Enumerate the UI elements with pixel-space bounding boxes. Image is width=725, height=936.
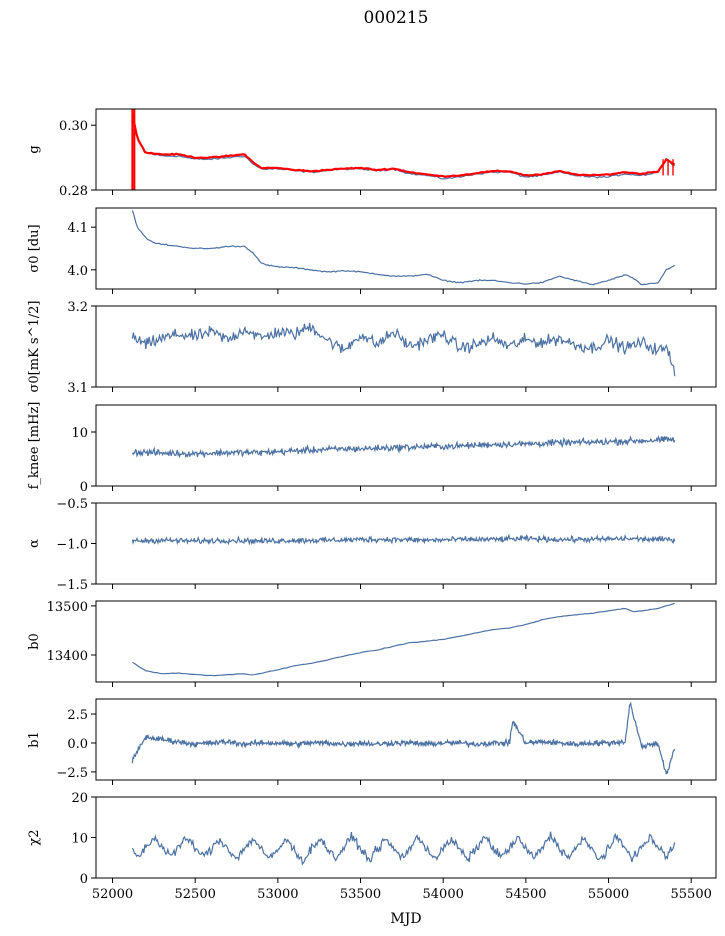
y-tick-label-1-1: 0.30 <box>59 119 88 134</box>
axes-frame-3 <box>95 305 717 388</box>
data-line-7 <box>131 701 676 775</box>
subplot-2: 4.0 4.1 σ0 [du] <box>27 207 717 294</box>
data-line-4 <box>131 434 676 459</box>
y-tick-label-4-0: 0 <box>80 480 88 495</box>
y-tick-label-6-1: 13500 <box>47 600 88 615</box>
x-tick-label-1: 52500 <box>175 887 216 902</box>
data-line-3 <box>131 322 676 377</box>
subplot-8: 0 10 20 χ2 <box>27 791 717 887</box>
data-line-6 <box>132 602 675 677</box>
subplot-5: −1.5 −1.0 −0.5 α <box>27 497 717 593</box>
subplot-stack: 0.28 0.30 g 4.0 4.1 σ0 [du] 3.1 3.2 σ0[mK s^1/2]… <box>27 108 717 887</box>
y-tick-label-5-1: −1.0 <box>56 538 88 553</box>
y-axis-label-8: χ2 <box>27 829 42 845</box>
data-line-8 <box>131 831 676 866</box>
y-tick-label-1-0: 0.28 <box>59 184 88 199</box>
subplot-4: 0 10 f_knee [mHz] <box>27 402 717 495</box>
y-axis-label-5: α <box>27 539 42 548</box>
y-axis-label-6: b0 <box>27 633 42 650</box>
y-tick-label-5-2: −0.5 <box>56 497 88 512</box>
axes-frame-6 <box>95 600 717 683</box>
y-tick-label-6-0: 13400 <box>47 649 88 664</box>
y-axis-label-7: b1 <box>27 731 42 748</box>
y-tick-label-8-0: 0 <box>80 872 88 887</box>
axes-frame-5 <box>95 502 717 585</box>
axes-frame-2 <box>95 207 717 290</box>
y-tick-label-8-2: 20 <box>71 791 88 806</box>
y-tick-label-3-1: 3.2 <box>67 300 88 315</box>
fit-line-1 <box>131 114 676 179</box>
axes-frame-1 <box>95 108 717 191</box>
subplot-1: 0.28 0.30 g <box>27 108 717 199</box>
y-axis-label-2: σ0 [du] <box>27 224 42 272</box>
axes-frame-4 <box>95 404 717 487</box>
axes-frame-8 <box>95 796 717 879</box>
y-tick-label-7-1: 0.0 <box>67 737 88 752</box>
x-tick-label-4: 54000 <box>423 887 464 902</box>
x-tick-label-2: 53000 <box>257 887 298 902</box>
y-axis-label-3: σ0[mK s^1/2] <box>27 301 42 393</box>
axes-frame-7 <box>95 698 717 781</box>
y-tick-label-2-0: 4.0 <box>67 264 88 279</box>
y-tick-label-4-1: 10 <box>71 426 88 441</box>
data-line-1 <box>131 112 675 180</box>
y-tick-label-8-1: 10 <box>71 832 88 847</box>
subplot-6: 13400 13500 b0 <box>27 600 717 687</box>
y-tick-label-2-1: 4.1 <box>67 221 88 236</box>
y-axis-label-4: f_knee [mHz] <box>27 402 42 490</box>
subplot-3: 3.1 3.2 σ0[mK s^1/2] <box>27 300 717 396</box>
subplot-7: −2.5 0.0 2.5 b1 <box>27 698 717 785</box>
y-axis-label-1: g <box>27 145 42 153</box>
x-tick-label-3: 53500 <box>340 887 381 902</box>
y-tick-label-5-0: −1.5 <box>56 578 88 593</box>
data-line-5 <box>131 533 676 546</box>
x-axis: 52000 52500 53000 53500 54000 54500 55000 55500 <box>92 887 712 902</box>
data-line-2 <box>131 210 675 286</box>
y-tick-label-7-2: 2.5 <box>67 708 88 723</box>
x-tick-label-0: 52000 <box>92 887 133 902</box>
x-tick-label-7: 55500 <box>671 887 712 902</box>
x-axis-label: MJD <box>390 911 421 927</box>
x-tick-label-5: 54500 <box>505 887 546 902</box>
x-tick-label-6: 55000 <box>588 887 629 902</box>
figure-title: 000215 <box>364 8 429 28</box>
y-tick-label-3-0: 3.1 <box>67 381 88 396</box>
y-tick-label-7-0: −2.5 <box>56 766 88 781</box>
